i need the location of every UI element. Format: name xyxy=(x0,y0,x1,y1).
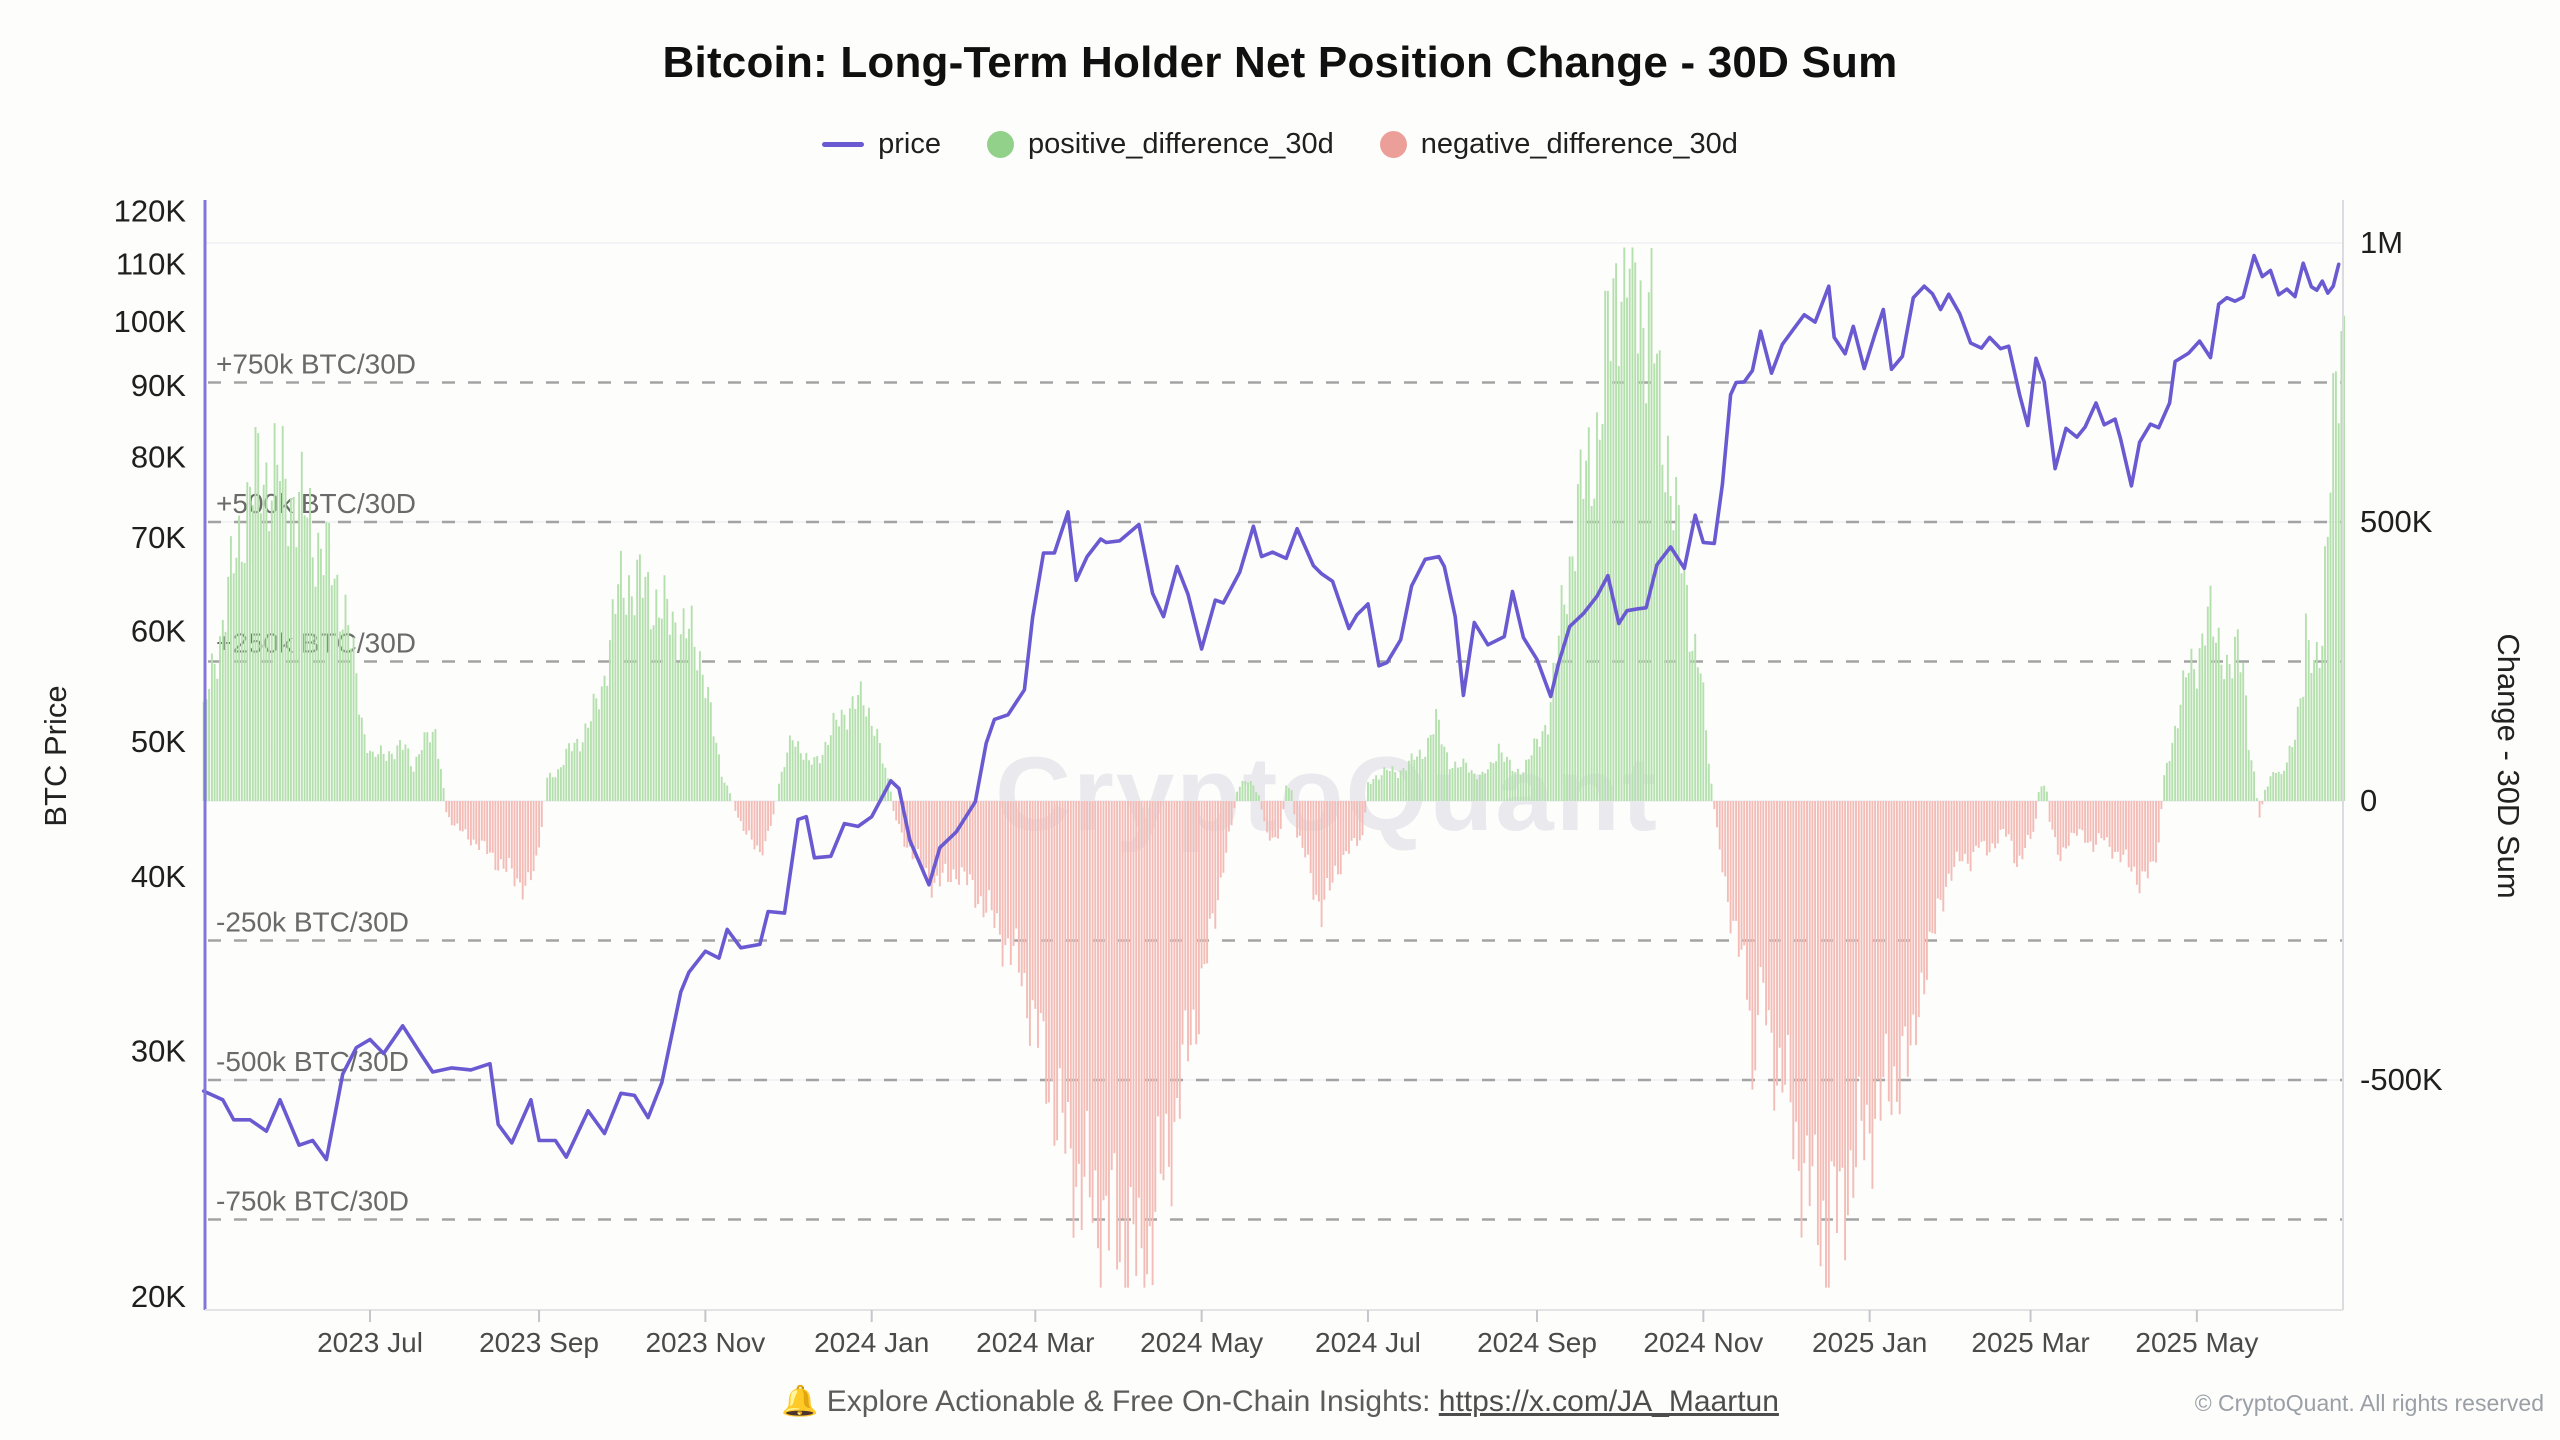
positive-dot-swatch xyxy=(986,131,1014,158)
price-line-swatch xyxy=(822,142,865,147)
right-axis-tick-label: -500K xyxy=(2360,1062,2443,1097)
annotation-label: +750k BTC/30D xyxy=(216,349,416,380)
chart-title: Bitcoin: Long-Term Holder Net Position C… xyxy=(662,38,1898,87)
x-axis-tick-label: 2023 Nov xyxy=(645,1327,765,1358)
x-axis-tick-label: 2025 May xyxy=(2135,1327,2258,1358)
negative-bars-series xyxy=(445,801,2264,1288)
copyright-text: © CryptoQuant. All rights reserved xyxy=(2194,1390,2544,1416)
footer-note: 🔔 Explore Actionable & Free On-Chain Ins… xyxy=(0,1384,2560,1419)
legend-price-label: price xyxy=(878,128,941,160)
negative-dot-swatch xyxy=(1379,131,1407,158)
x-axis-tick-label: 2024 Jul xyxy=(1315,1327,1421,1358)
left-axis-tick-label: 60K xyxy=(131,614,186,649)
bell-icon: 🔔 xyxy=(781,1385,819,1418)
price-line-series xyxy=(201,253,2341,1162)
left-axis-tick-label: 110K xyxy=(116,246,186,281)
left-axis-tick-label: 90K xyxy=(131,368,186,403)
x-axis-tick-label: 2025 Jan xyxy=(1812,1327,1927,1358)
footer-link[interactable]: https://x.com/JA_Maartun xyxy=(1438,1385,1779,1418)
footer-text: Explore Actionable & Free On-Chain Insig… xyxy=(826,1385,1431,1418)
left-axis-tick-label: 30K xyxy=(131,1033,186,1068)
positive-bars-series xyxy=(202,247,2346,801)
right-axis-title: Change - 30D Sum xyxy=(2491,633,2526,899)
right-axis-tick-label: 0 xyxy=(2360,783,2377,818)
x-axis-tick-label: 2024 Nov xyxy=(1643,1327,1763,1358)
x-axis-tick-label: 2023 Sep xyxy=(479,1327,599,1358)
legend-item-negative: negative_difference_30d xyxy=(1379,128,1738,161)
legend-item-price: price xyxy=(822,128,941,161)
left-axis-title: BTC Price xyxy=(38,685,73,827)
left-axis-tick-label: 100K xyxy=(114,304,187,339)
legend-item-positive: positive_difference_30d xyxy=(986,128,1334,161)
x-axis-tick-label: 2024 Jan xyxy=(814,1327,929,1358)
left-axis-tick-label: 80K xyxy=(131,439,186,474)
annotation-label: +500k BTC/30D xyxy=(216,488,416,519)
legend: price positive_difference_30d negative_d… xyxy=(0,128,2560,161)
x-axis-tick-label: 2024 May xyxy=(1140,1327,1263,1358)
left-axis-tick-label: 50K xyxy=(131,724,186,759)
right-axis-tick-label: 1M xyxy=(2360,225,2403,260)
annotation-label: -500k BTC/30D xyxy=(216,1046,409,1077)
x-axis-tick-label: 2023 Jul xyxy=(317,1327,423,1358)
x-axis-tick-label: 2024 Sep xyxy=(1477,1327,1597,1358)
left-axis-tick-label: 20K xyxy=(131,1279,186,1314)
legend-positive-label: positive_difference_30d xyxy=(1027,128,1334,160)
left-axis-tick-label: 120K xyxy=(114,194,187,229)
annotation-label: -250k BTC/30D xyxy=(216,907,409,938)
annotation-label: -750k BTC/30D xyxy=(216,1186,409,1217)
right-axis-tick-label: 500K xyxy=(2360,504,2433,539)
left-axis-tick-label: 40K xyxy=(131,859,186,894)
legend-negative-label: negative_difference_30d xyxy=(1420,128,1738,160)
x-axis-tick-label: 2024 Mar xyxy=(976,1327,1094,1358)
x-axis-tick-label: 2025 Mar xyxy=(1971,1327,2089,1358)
left-axis-tick-label: 70K xyxy=(131,520,186,555)
